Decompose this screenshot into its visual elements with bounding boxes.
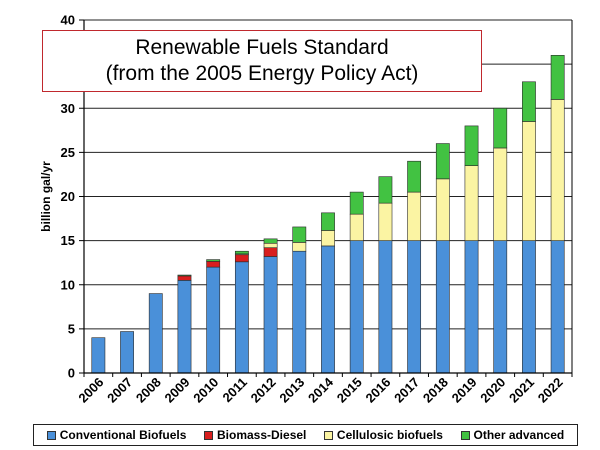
legend-label-other-advanced: Other advanced	[473, 428, 565, 442]
bar-2020-series-2	[493, 147, 508, 241]
bar-2012-series-0	[263, 256, 278, 374]
y-tick-label: 0	[68, 366, 75, 381]
bar-2019-series-3	[464, 125, 479, 166]
bar-2022-series-3	[550, 54, 565, 100]
y-tick-label: 25	[61, 145, 75, 160]
x-tick-label: 2015	[334, 375, 365, 406]
y-tick-label: 10	[61, 277, 75, 292]
x-tick-label: 2006	[75, 375, 106, 406]
bar-2009-series-1	[177, 275, 192, 281]
bar-2018-series-3	[435, 143, 450, 180]
bar-2010-series-3	[206, 259, 221, 262]
bar-2014-series-2	[321, 230, 335, 247]
bar-2022-series-0	[550, 240, 565, 374]
y-axis-title: billion gal/yr	[39, 161, 53, 232]
bar-2012-series-1	[263, 247, 278, 257]
bar-2019-series-2	[464, 165, 479, 241]
bar-2016-series-2	[378, 202, 393, 241]
chart-title-box: Renewable Fuels Standard (from the 2005 …	[42, 30, 482, 92]
bar-2016-series-3	[378, 176, 393, 204]
legend-item-biomass-diesel: Biomass-Diesel	[204, 428, 306, 442]
bar-2011-series-0	[234, 261, 249, 374]
bar-2013-series-3	[292, 226, 307, 243]
bar-2018-series-0	[435, 240, 450, 374]
x-tick-label: 2008	[133, 375, 164, 406]
bar-2014-series-3	[321, 212, 335, 231]
bar-2006-series-0	[91, 337, 106, 374]
y-tick-label: 40	[61, 13, 75, 28]
bar-2018-series-2	[435, 178, 450, 241]
bar-2009-series-0	[177, 280, 192, 374]
x-tick-label: 2014	[305, 374, 337, 406]
chart-title-line-2: (from the 2005 Energy Policy Act)	[105, 62, 419, 85]
bar-2015-series-0	[349, 240, 364, 374]
bar-2011-series-3	[234, 250, 249, 255]
y-tick-label: 5	[68, 321, 75, 336]
bar-2012-series-3	[263, 238, 278, 244]
x-tick-label: 2010	[190, 375, 221, 406]
bar-2010-series-0	[206, 266, 221, 374]
y-tick-label: 30	[61, 101, 75, 116]
x-tick-label: 2020	[477, 375, 508, 406]
bar-2012-series-2	[263, 242, 278, 248]
legend-swatch-cellulosic	[323, 430, 333, 440]
x-tick-label: 2013	[276, 375, 307, 406]
bar-2021-series-2	[522, 121, 536, 241]
y-tick-label: 20	[61, 189, 75, 204]
bar-2022-series-2	[550, 99, 565, 241]
x-tick-label: 2019	[449, 375, 480, 406]
legend-swatch-conventional	[46, 430, 56, 440]
bar-2021-series-3	[522, 81, 536, 122]
x-tick-label: 2007	[104, 375, 135, 406]
bar-2013-series-0	[292, 250, 307, 374]
x-tick-label: 2022	[535, 375, 566, 406]
legend-label-biomass-diesel: Biomass-Diesel	[217, 428, 307, 442]
legend: Conventional Biofuels Biomass-Diesel Cel…	[33, 424, 578, 446]
x-tick-label: 2012	[248, 375, 279, 406]
x-tick-label: 2018	[420, 375, 451, 406]
bar-2007-series-0	[120, 331, 134, 374]
bar-2016-series-0	[378, 240, 393, 374]
x-tick-label: 2016	[362, 375, 393, 406]
bar-2020-series-3	[493, 107, 508, 149]
legend-item-conventional: Conventional Biofuels	[46, 428, 187, 442]
bar-2019-series-0	[464, 240, 479, 374]
x-tick-label: 2021	[506, 375, 537, 406]
bar-2020-series-0	[493, 240, 508, 374]
bar-2015-series-3	[349, 191, 364, 215]
y-tick-label: 15	[61, 233, 75, 248]
bar-2010-series-1	[206, 261, 221, 268]
legend-item-other-advanced: Other advanced	[460, 428, 565, 442]
bar-2017-series-3	[407, 160, 422, 193]
legend-label-conventional: Conventional Biofuels	[59, 428, 187, 442]
bar-2014-series-0	[321, 245, 335, 374]
legend-item-cellulosic: Cellulosic biofuels	[323, 428, 443, 442]
bar-2013-series-2	[292, 242, 307, 252]
x-tick-label: 2017	[391, 375, 422, 406]
x-tick-label: 2009	[162, 375, 193, 406]
bar-2021-series-0	[522, 240, 536, 374]
bar-2017-series-2	[407, 191, 422, 241]
x-tick-label: 2011	[219, 375, 250, 406]
bar-2011-series-1	[234, 254, 249, 263]
legend-swatch-biomass-diesel	[204, 430, 213, 440]
legend-label-cellulosic: Cellulosic biofuels	[336, 428, 443, 442]
bar-2009-series-3	[177, 274, 192, 277]
bar-2017-series-0	[407, 240, 422, 374]
bar-2015-series-2	[349, 213, 364, 241]
chart-title-line-1: Renewable Fuels Standard	[135, 36, 389, 59]
legend-swatch-other-advanced	[460, 430, 470, 440]
bar-2008-series-0	[148, 293, 163, 374]
